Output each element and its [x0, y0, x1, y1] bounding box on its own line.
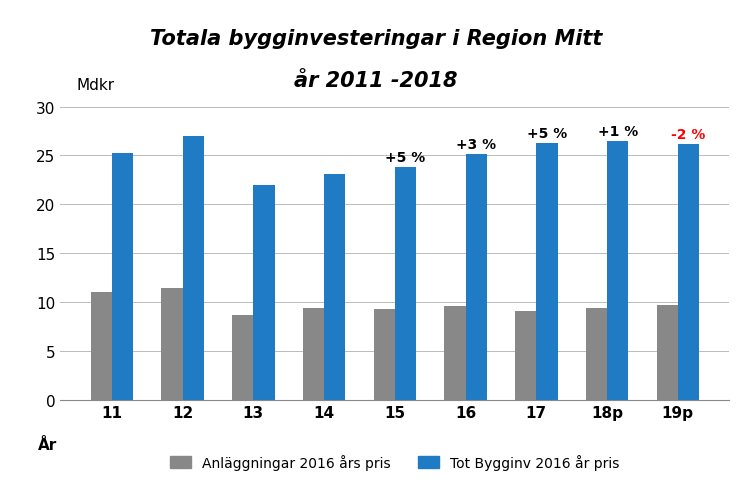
Bar — [656, 305, 678, 400]
Text: -2 %: -2 % — [672, 127, 705, 142]
Bar — [90, 293, 112, 400]
Bar — [536, 143, 557, 400]
Bar — [324, 175, 345, 400]
Text: +5 %: +5 % — [385, 151, 426, 165]
Text: Totala bygginvesteringar i Region Mitt: Totala bygginvesteringar i Region Mitt — [150, 29, 602, 49]
Text: +5 %: +5 % — [527, 126, 567, 141]
Legend: Anläggningar 2016 års pris, Tot Bygginv 2016 år pris: Anläggningar 2016 års pris, Tot Bygginv … — [165, 448, 625, 475]
Bar — [465, 154, 487, 400]
Bar — [444, 306, 465, 400]
Bar — [607, 142, 628, 400]
Bar — [678, 144, 699, 400]
Text: +3 %: +3 % — [456, 137, 496, 151]
Text: +1 %: +1 % — [598, 124, 638, 139]
Bar — [586, 308, 607, 400]
Bar — [303, 308, 324, 400]
Bar — [374, 309, 395, 400]
Bar — [232, 315, 253, 400]
Bar — [183, 137, 204, 400]
Text: år 2011 -2018: år 2011 -2018 — [294, 71, 458, 90]
Text: År: År — [38, 437, 56, 452]
Bar — [162, 288, 183, 400]
Bar — [253, 185, 274, 400]
Bar — [112, 153, 133, 400]
Bar — [395, 168, 416, 400]
Text: Mdkr: Mdkr — [77, 78, 114, 93]
Bar — [515, 311, 536, 400]
